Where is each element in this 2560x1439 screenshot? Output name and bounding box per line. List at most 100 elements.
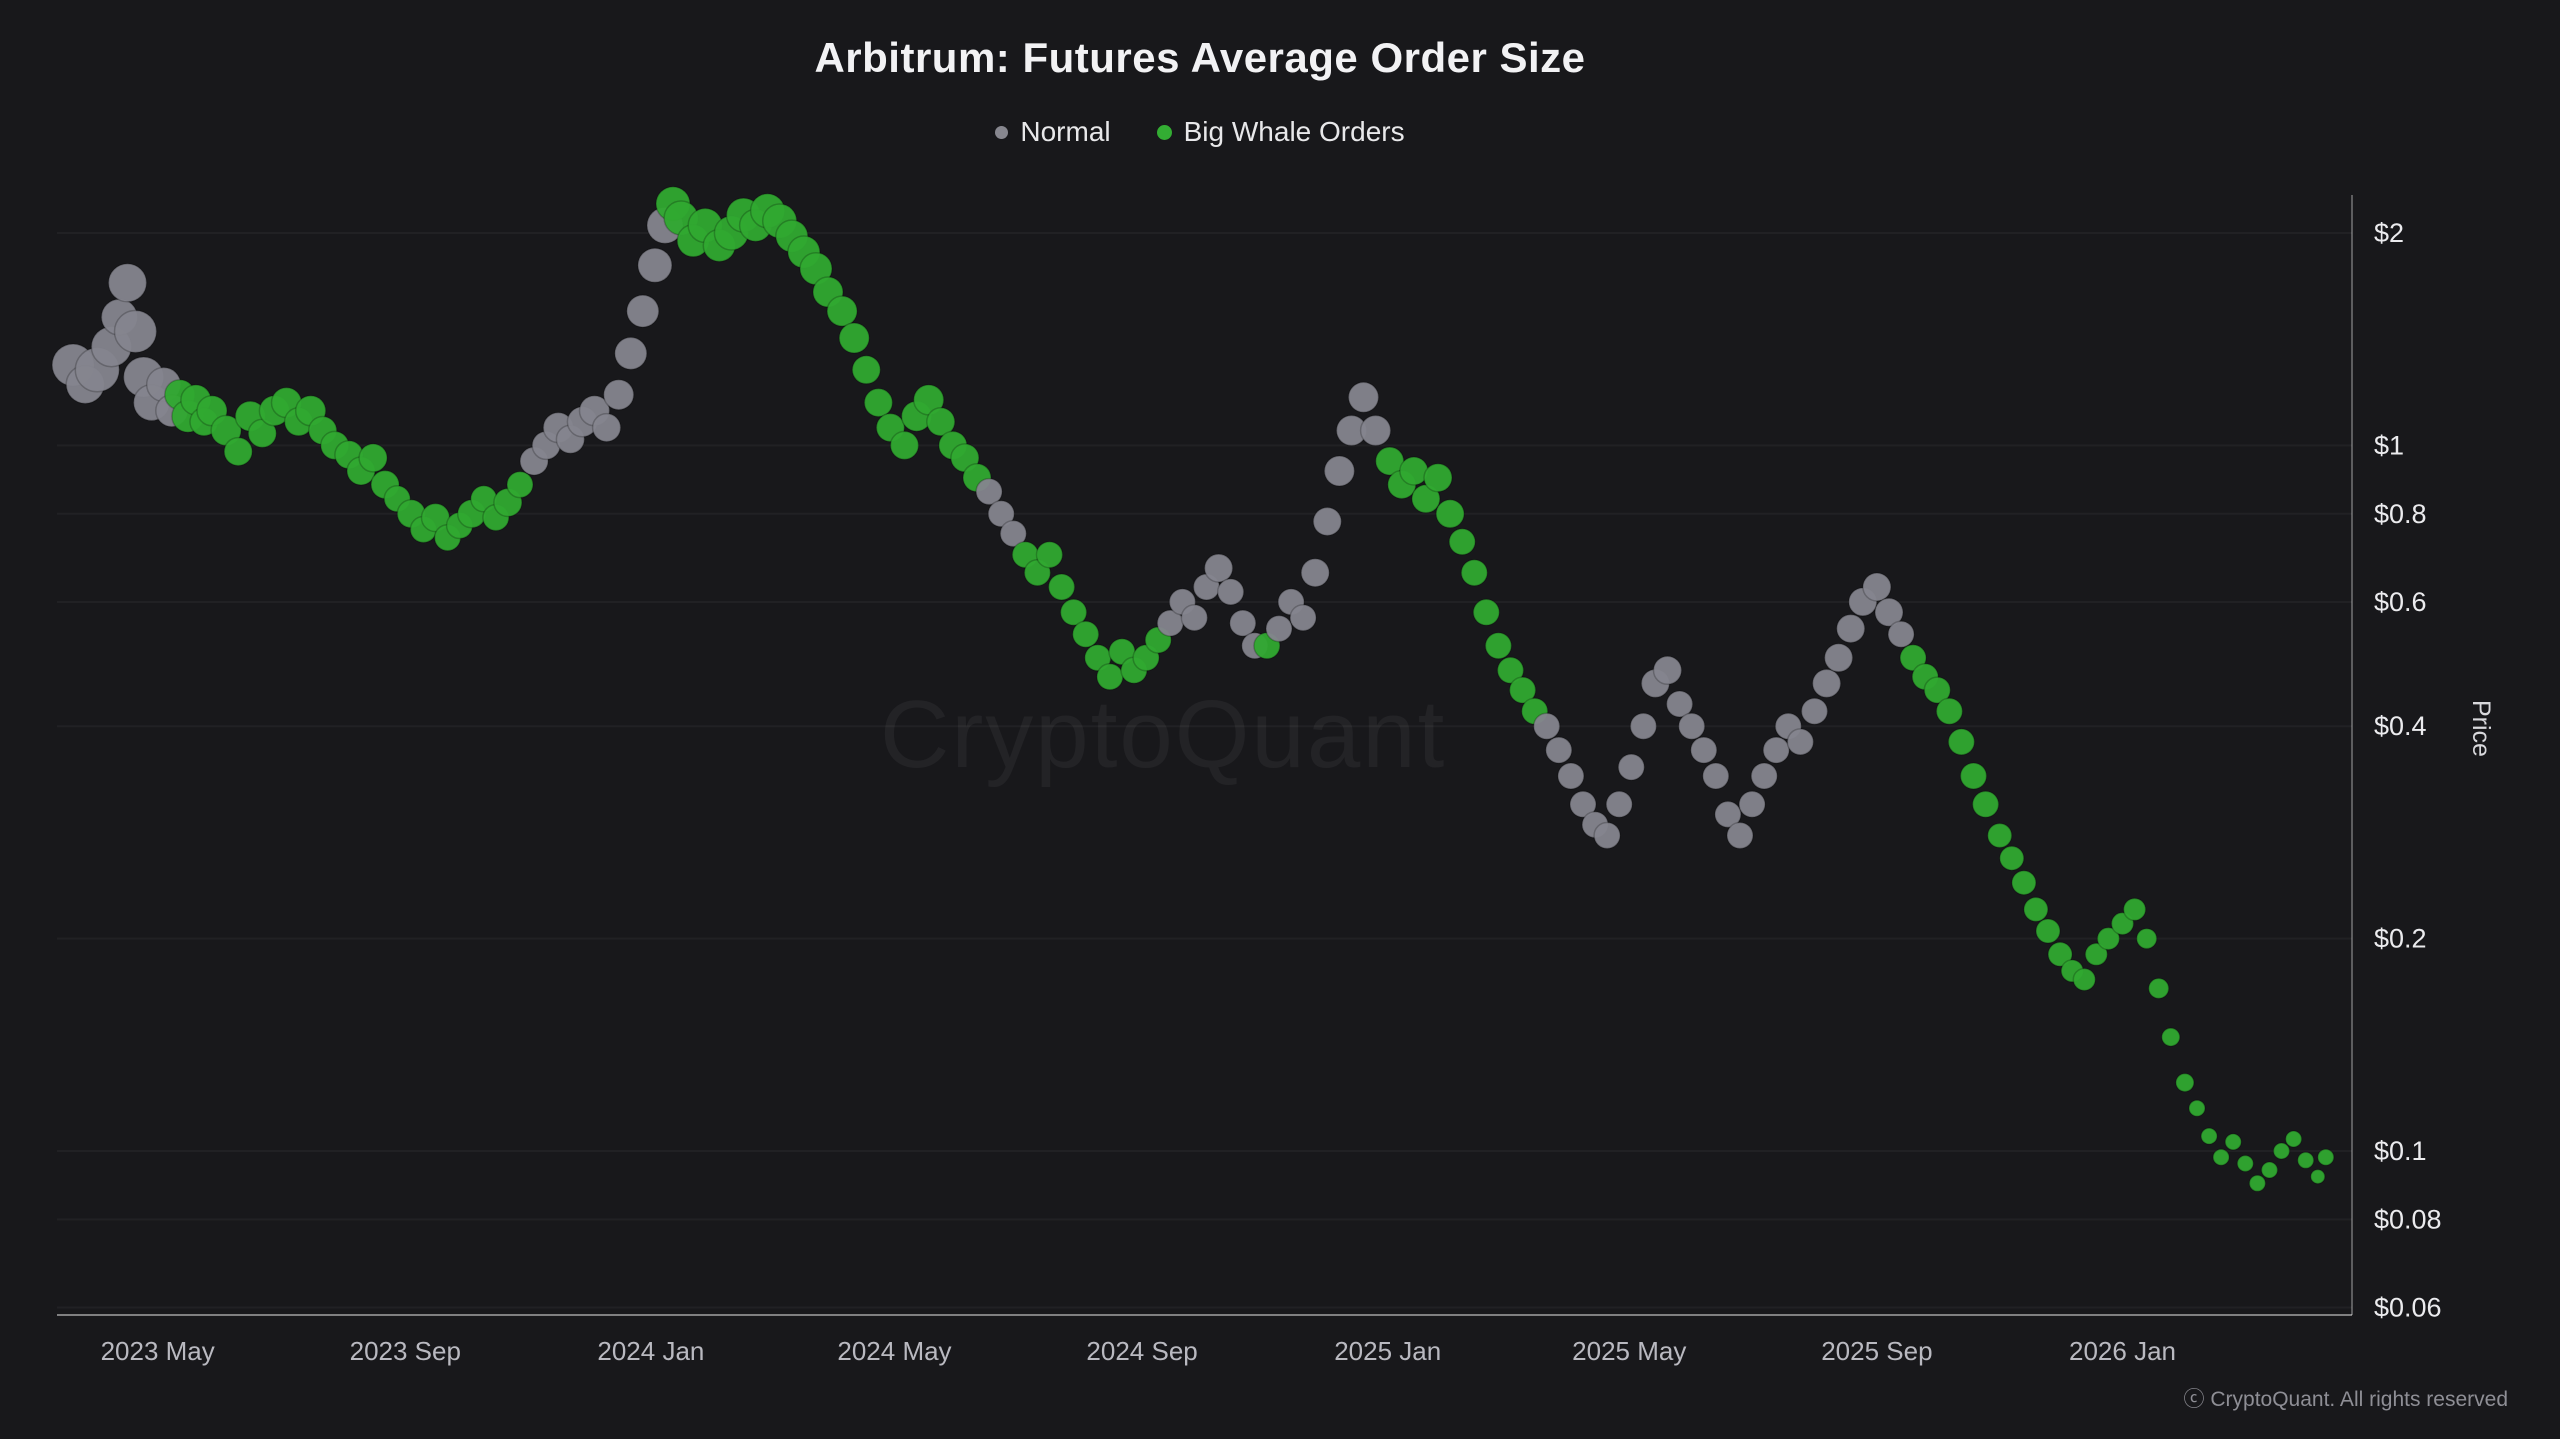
data-point-whale: [1899, 644, 1927, 672]
data-point-normal: [987, 500, 1015, 528]
data-point-whale: [1059, 598, 1088, 627]
data-point-whale: [1923, 676, 1952, 704]
data-point-whale: [1472, 598, 1501, 627]
data-point-whale: [863, 387, 894, 418]
legend-item-normal[interactable]: Normal: [995, 116, 1111, 148]
data-point-whale: [2122, 897, 2147, 922]
data-point-whale: [2023, 896, 2049, 923]
data-point-whale: [1435, 499, 1465, 529]
y-tick-label: $0.6: [2374, 587, 2427, 617]
data-point-whale: [1460, 558, 1489, 587]
data-point-normal: [602, 378, 635, 411]
data-point-normal: [1180, 603, 1209, 632]
data-point-normal: [1702, 762, 1730, 790]
data-point-normal: [1690, 736, 1718, 764]
data-point-whale: [1947, 728, 1976, 756]
data-point-normal: [614, 336, 648, 371]
y-axis-title: Price: [2467, 700, 2495, 757]
data-point-whale: [2161, 1027, 2181, 1047]
data-point-whale: [926, 407, 956, 437]
y-tick-label: $1: [2374, 430, 2404, 460]
data-point-whale: [223, 436, 253, 467]
data-point-whale: [2188, 1099, 2206, 1117]
data-point-normal: [975, 477, 1003, 506]
data-point-whale: [826, 295, 858, 327]
data-point-whale: [2072, 967, 2097, 992]
data-point-normal: [1750, 762, 1778, 790]
data-point-whale: [2310, 1168, 2326, 1185]
data-point-normal: [1617, 753, 1646, 781]
data-point-normal: [1545, 736, 1573, 764]
data-point-normal: [591, 412, 622, 443]
data-point-normal: [1887, 620, 1915, 648]
data-point-normal: [1629, 712, 1658, 740]
data-point-whale: [2236, 1154, 2255, 1173]
x-tick-label: 2025 May: [1572, 1336, 1686, 1366]
data-point-normal: [1677, 712, 1706, 740]
data-point-normal: [1738, 790, 1766, 819]
data-point-whale: [2272, 1142, 2291, 1160]
cryptoquant-watermark: CryptoQuant: [880, 681, 1447, 788]
data-point-normal: [113, 309, 158, 354]
data-point-normal: [1203, 553, 1234, 583]
data-point-whale: [2135, 927, 2158, 950]
data-point-normal: [1665, 690, 1694, 718]
x-tick-label: 2025 Sep: [1821, 1336, 1932, 1366]
x-tick-label: 2024 Sep: [1086, 1336, 1197, 1366]
data-point-whale: [2260, 1161, 2279, 1179]
data-point-whale: [1047, 573, 1076, 601]
data-point-normal: [1652, 655, 1683, 686]
data-point-normal: [1726, 821, 1754, 850]
data-point-whale: [1374, 446, 1405, 476]
x-tick-label: 2023 Sep: [350, 1336, 461, 1366]
x-tick-label: 2024 Jan: [597, 1336, 704, 1366]
data-point-normal: [1762, 736, 1790, 764]
data-point-whale: [1999, 845, 2025, 871]
data-point-normal: [1800, 697, 1829, 725]
data-point-normal: [1835, 613, 1866, 644]
data-point-normal: [1823, 643, 1854, 673]
data-point-whale: [1935, 697, 1964, 725]
data-point-normal: [1811, 668, 1842, 699]
data-point-normal: [1229, 609, 1257, 637]
data-point-whale: [2212, 1148, 2230, 1166]
legend-item-big-whale-orders[interactable]: Big Whale Orders: [1156, 116, 1405, 148]
y-tick-label: $0.8: [2374, 499, 2427, 529]
legend-label-normal: Normal: [1020, 116, 1111, 147]
data-point-whale: [2200, 1127, 2218, 1145]
data-point-whale: [1411, 484, 1441, 514]
data-point-whale: [1971, 790, 2000, 819]
data-point-whale: [1448, 528, 1476, 556]
data-point-normal: [107, 263, 148, 303]
data-point-normal: [1532, 712, 1561, 740]
chart-legend: Normal Big Whale Orders: [0, 116, 2400, 148]
data-point-normal: [1265, 614, 1293, 643]
data-point-normal: [1786, 728, 1815, 756]
data-point-normal: [1312, 506, 1343, 537]
data-point-whale: [1986, 822, 2013, 849]
data-point-whale: [2175, 1072, 2195, 1093]
data-point-normal: [1874, 597, 1904, 628]
data-point-normal: [1862, 572, 1892, 602]
data-point-whale: [2147, 977, 2170, 1000]
y-tick-label: $0.4: [2374, 711, 2427, 741]
data-point-whale: [1484, 632, 1513, 660]
data-point-whale: [2317, 1148, 2335, 1166]
x-tick-label: 2024 May: [837, 1336, 951, 1366]
data-point-normal: [999, 519, 1028, 548]
data-point-whale: [2011, 869, 2037, 896]
data-point-normal: [637, 247, 673, 284]
y-tick-label: $2: [2374, 218, 2404, 248]
data-point-whale: [2096, 926, 2121, 951]
chart-title: Arbitrum: Futures Average Order Size: [814, 34, 1586, 81]
data-point-whale: [2084, 942, 2109, 967]
data-point-whale: [889, 430, 920, 461]
data-point-normal: [1557, 762, 1585, 790]
data-point-normal: [1289, 603, 1317, 632]
whale-series-dot-icon: [1156, 124, 1172, 140]
x-tick-label: 2023 May: [101, 1336, 215, 1366]
data-point-whale: [1959, 762, 1988, 790]
x-tick-label: 2025 Jan: [1334, 1336, 1441, 1366]
x-tick-label: 2026 Jan: [2069, 1336, 2176, 1366]
